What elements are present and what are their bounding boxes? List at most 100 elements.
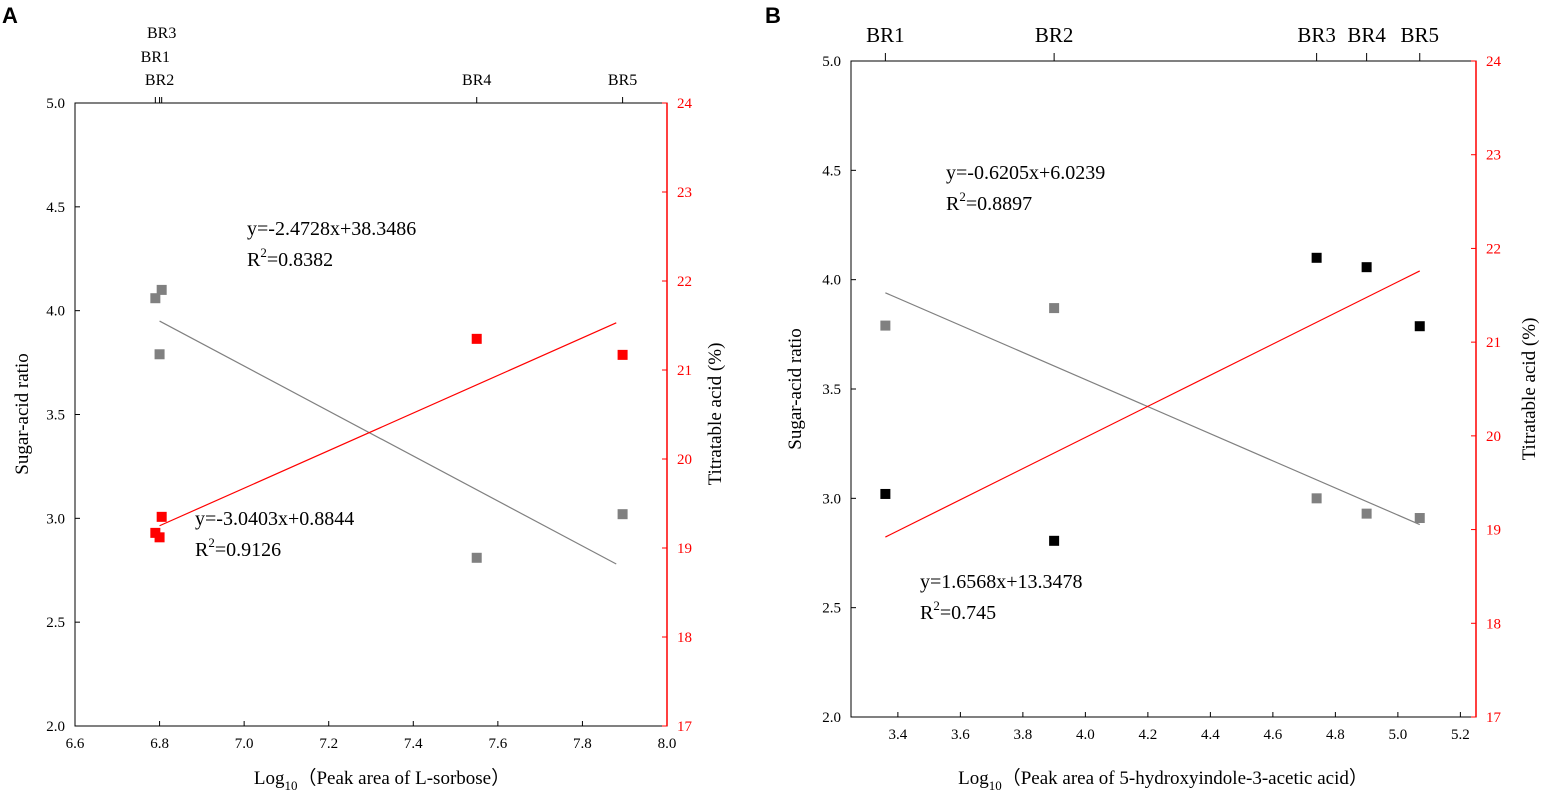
- panel-b: B 3.4 3.6 3.8 4.0 4.2 4.4 4.6 4.8 5.0 5.2 2.0 2.5 3.…: [765, 3, 1540, 793]
- y-left-tick-label: 3.5: [46, 408, 65, 424]
- r2-a-acid: R2=0.9126: [195, 535, 281, 561]
- top-axis-label-br1: BR1: [866, 23, 905, 47]
- y-left-tick-label: 3.0: [822, 491, 841, 507]
- y-left-tick-label: 3.0: [46, 511, 65, 527]
- y-right-tick-label: 23: [1486, 148, 1501, 164]
- x-title-text-b: （Peak area of 5-hydroxyindole-3-acetic a…: [1002, 767, 1368, 789]
- y-right-tick-label: 17: [677, 719, 693, 735]
- y-right-tick-label: 19: [677, 541, 692, 557]
- x-tick-label: 4.4: [1201, 727, 1220, 743]
- x-title-b: Log10（Peak area of 5-hydroxyindole-3-ace…: [958, 767, 1368, 793]
- x-tick-label: 7.4: [404, 736, 423, 752]
- panel-label-a: A: [2, 3, 18, 28]
- x-tick-label: 7.8: [573, 736, 592, 752]
- data-point-titratable-acid: [1049, 535, 1060, 546]
- data-point-titratable-acid: [1311, 252, 1322, 263]
- top-axis-label-br5: BR5: [608, 72, 637, 89]
- x-tick-label: 3.8: [1014, 727, 1033, 743]
- equation-b-acid: y=1.6568x+13.3478: [920, 571, 1083, 593]
- data-point-sugar-acid: [1361, 508, 1372, 519]
- y-right-tick-label: 20: [1486, 429, 1501, 445]
- data-point-sugar-acid: [150, 293, 161, 304]
- y-left-tick-label: 4.0: [822, 273, 841, 289]
- x-tick-label: 3.6: [951, 727, 970, 743]
- plot-frame-a: [74, 102, 668, 727]
- r2-sup: 2: [933, 598, 940, 613]
- y-left-tick-label: 2.0: [822, 710, 841, 726]
- data-point-sugar-acid: [880, 320, 891, 331]
- x-tick-label: 8.0: [658, 736, 677, 752]
- y-left-tick-label: 3.5: [822, 382, 841, 398]
- data-point-titratable-acid: [1361, 262, 1372, 273]
- r2-value: =0.8382: [267, 249, 333, 271]
- top-axis-label-br1: BR1: [141, 49, 170, 66]
- x-title-prefix-a: Log: [254, 768, 285, 789]
- y-right-tick-label: 23: [677, 185, 692, 201]
- panel-a: A 6.6 6.8 7.0 7.2 7.4 7.6 7.8 8.0 2.0 2.5 3.0 3.5 4.…: [2, 3, 726, 793]
- y-left-tick-label: 4.5: [46, 200, 65, 216]
- data-point-titratable-acid: [880, 488, 891, 499]
- y-left-title-b: Sugar-acid ratio: [785, 328, 806, 450]
- data-point-titratable-acid: [1414, 321, 1425, 332]
- top-axis-label-br4: BR4: [462, 72, 491, 89]
- fit-line-titratable-acid: [885, 270, 1421, 538]
- y-right-tick-label: 22: [1486, 241, 1501, 257]
- y-left-tick-label: 4.0: [46, 304, 65, 320]
- data-point-titratable-acid: [471, 333, 482, 344]
- r2-prefix: R: [920, 602, 934, 624]
- x-tick-label: 6.8: [150, 736, 169, 752]
- x-title-sub-a: 10: [284, 778, 297, 793]
- r2-a-sugar: R2=0.8382: [247, 245, 333, 271]
- data-point-sugar-acid: [154, 349, 165, 360]
- r2-sup: 2: [959, 189, 966, 204]
- data-point-sugar-acid: [617, 509, 628, 520]
- y-right-tick-label: 18: [677, 630, 692, 646]
- x-title-text-a: （Peak area of L-sorbose）: [297, 767, 510, 789]
- top-axis-label-br2: BR2: [145, 72, 174, 89]
- y-right-title-b: Titratable acid (%): [1519, 318, 1540, 461]
- x-tick-label: 6.6: [66, 736, 85, 752]
- y-right-tick-label: 17: [1486, 710, 1502, 726]
- y-left-tick-label: 5.0: [822, 54, 841, 70]
- y-right-tick-label: 24: [1486, 54, 1502, 70]
- r2-value: =0.745: [940, 602, 996, 624]
- y-left-tick-label: 2.5: [46, 615, 65, 631]
- fit-line-titratable-acid: [159, 322, 617, 527]
- x-tick-label: 7.6: [488, 736, 507, 752]
- top-axis-label-br2: BR2: [1035, 23, 1074, 47]
- y-right-tick-label: 24: [677, 96, 693, 112]
- x-tick-label: 4.8: [1326, 727, 1345, 743]
- equation-a-acid: y=-3.0403x+0.8844: [195, 508, 354, 530]
- equation-a-sugar: y=-2.4728x+38.3486: [247, 218, 416, 240]
- data-point-sugar-acid: [1311, 493, 1322, 504]
- data-point-titratable-acid: [156, 511, 167, 522]
- top-axis-label-br4: BR4: [1347, 23, 1386, 47]
- top-axis-label-br5: BR5: [1400, 23, 1439, 47]
- r2-b-acid: R2=0.745: [920, 598, 996, 624]
- fit-line-sugar-acid: [885, 292, 1420, 526]
- r2-sup: 2: [260, 245, 267, 260]
- x-tick-label: 7.2: [319, 736, 338, 752]
- r2-value: =0.8897: [966, 193, 1032, 215]
- data-point-titratable-acid: [154, 532, 165, 543]
- x-title-prefix-b: Log: [958, 768, 989, 789]
- y-right-tick-label: 21: [677, 363, 692, 379]
- y-right-title-a: Titratable acid (%): [705, 343, 726, 486]
- r2-prefix: R: [946, 193, 960, 215]
- data-point-titratable-acid: [617, 349, 628, 360]
- data-point-sugar-acid: [156, 284, 167, 295]
- data-point-sugar-acid: [1049, 303, 1060, 314]
- y-left-tick-label: 4.5: [822, 163, 841, 179]
- x-title-a: Log10（Peak area of L-sorbose）: [254, 767, 510, 793]
- y-right-tick-label: 21: [1486, 335, 1501, 351]
- fit-line-sugar-acid: [159, 320, 617, 565]
- y-left-title-a: Sugar-acid ratio: [12, 353, 33, 475]
- top-axis-label-br3: BR3: [147, 25, 176, 42]
- r2-prefix: R: [247, 249, 261, 271]
- top-axis-label-br3: BR3: [1297, 23, 1336, 47]
- equation-b-sugar: y=-0.6205x+6.0239: [946, 162, 1105, 184]
- y-right-tick-label: 19: [1486, 523, 1501, 539]
- data-point-sugar-acid: [471, 552, 482, 563]
- x-title-sub-b: 10: [989, 778, 1002, 793]
